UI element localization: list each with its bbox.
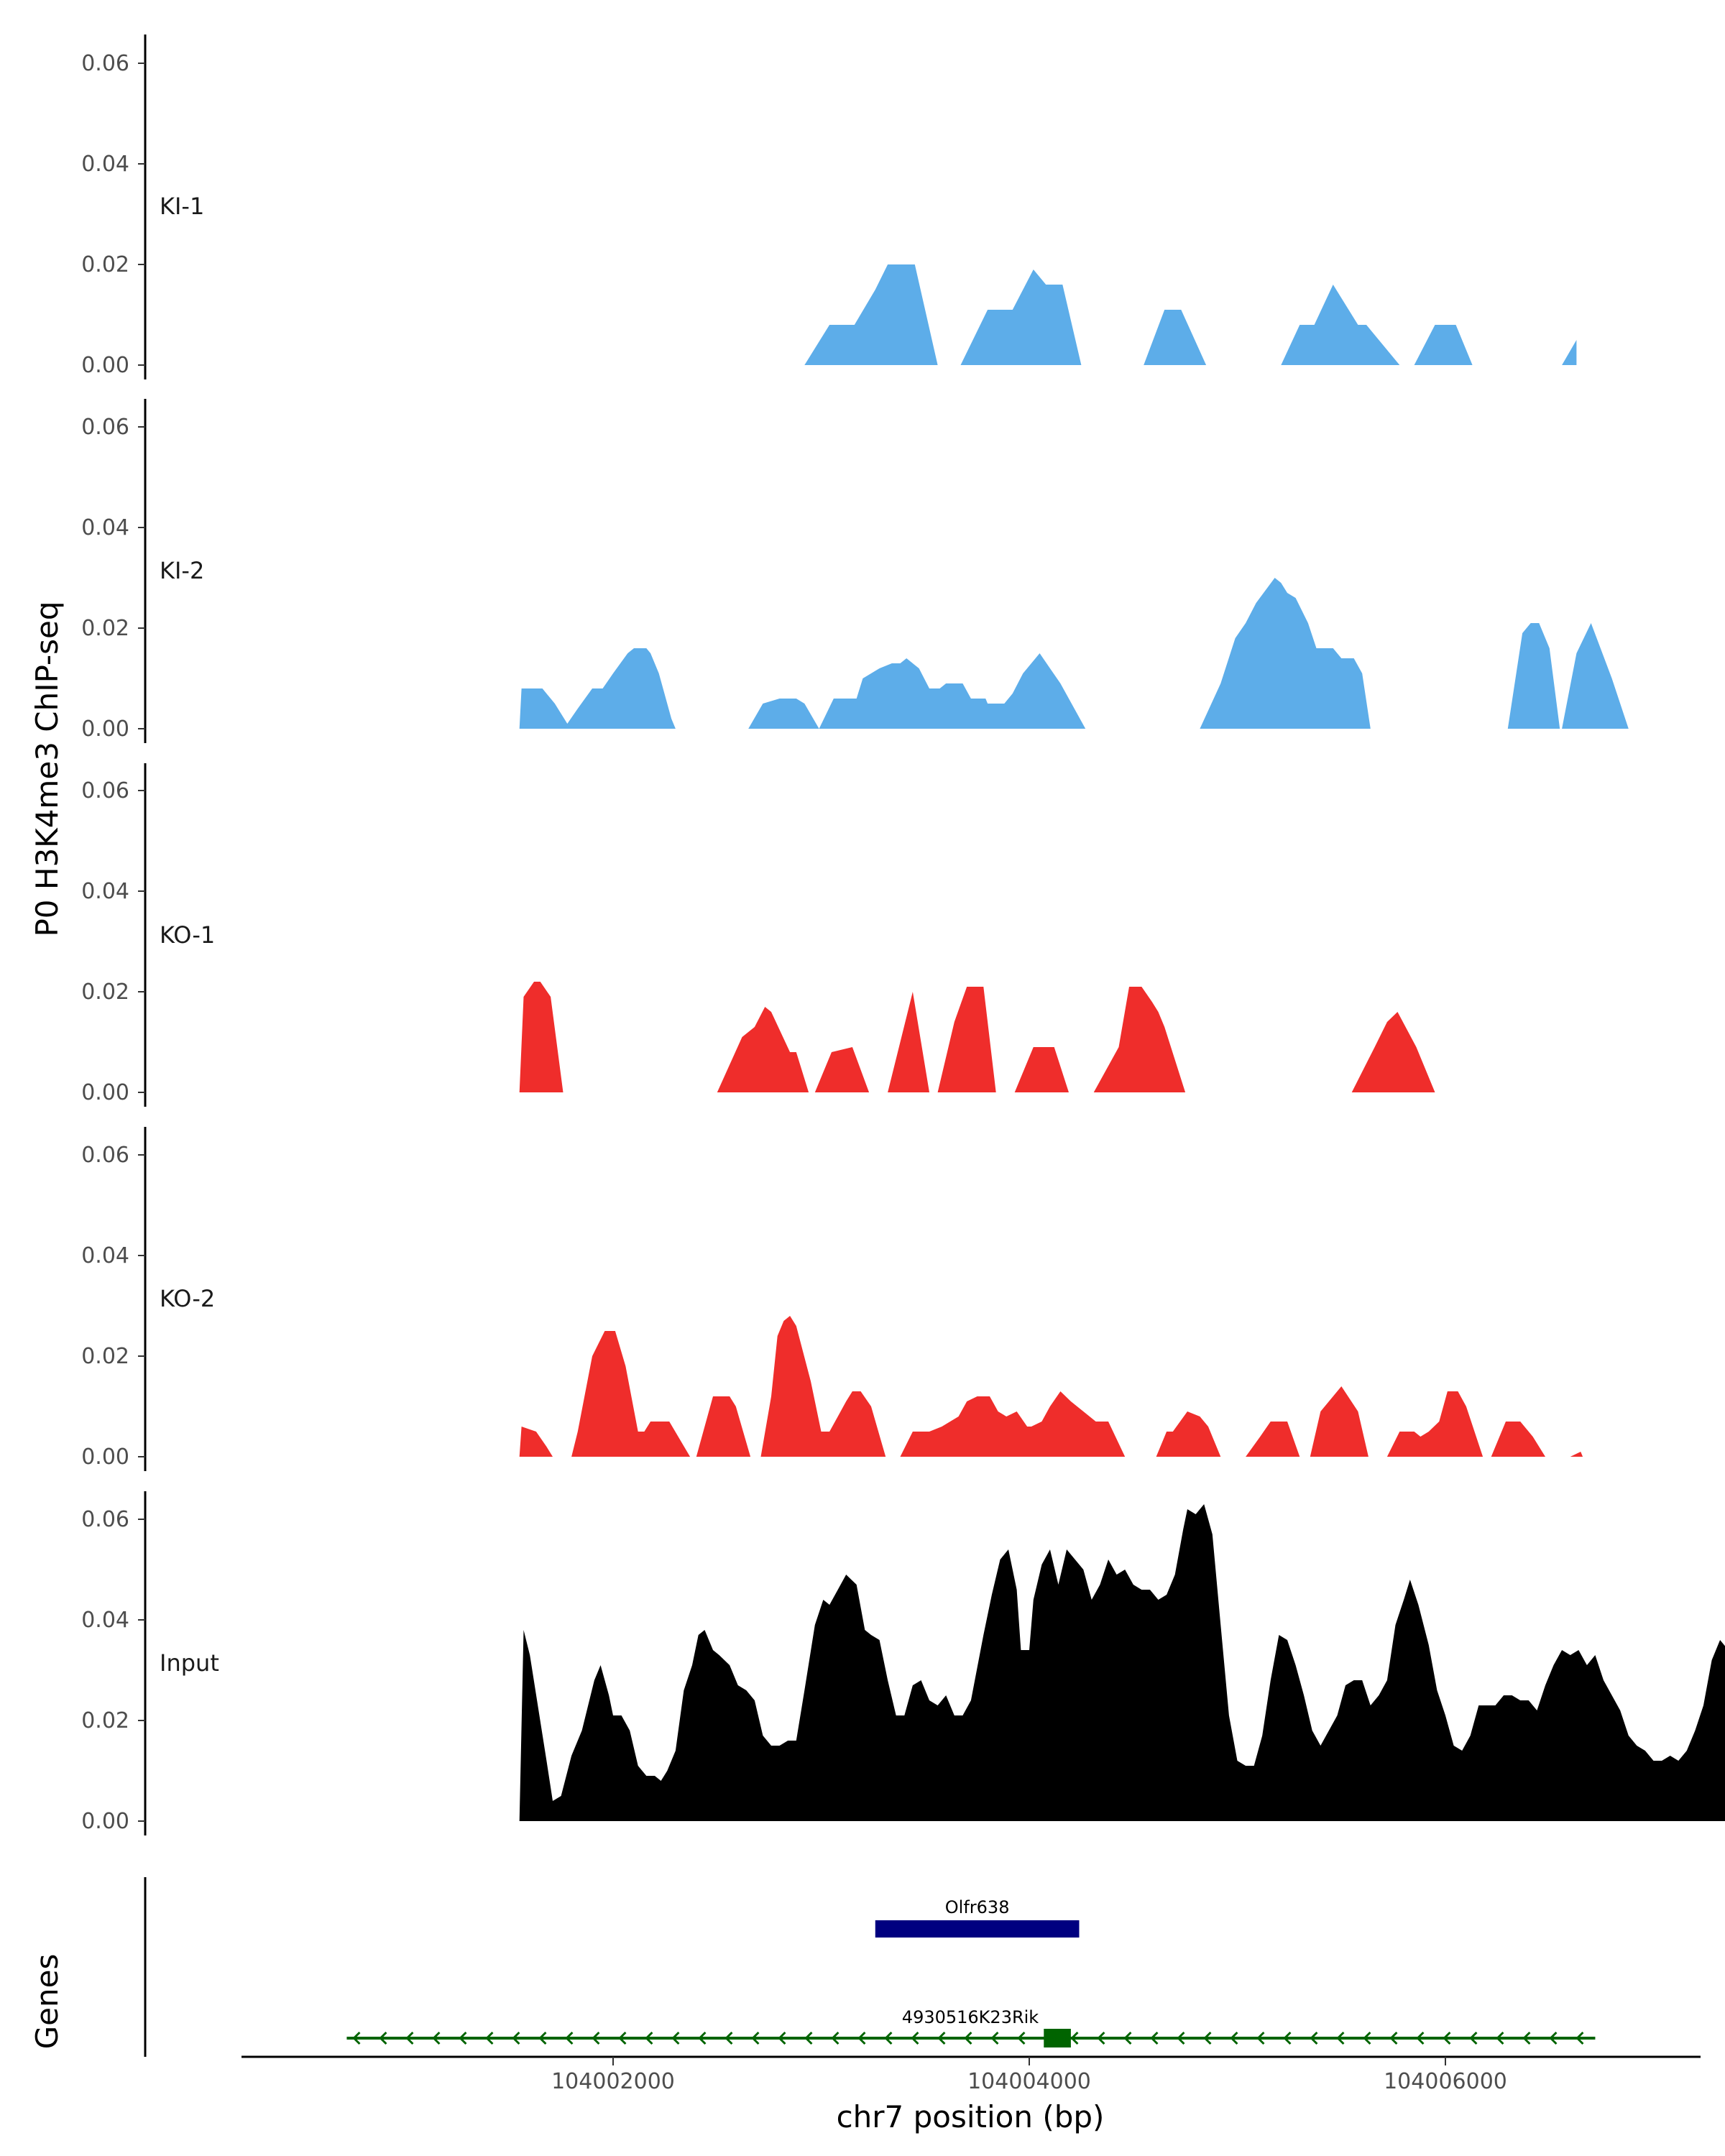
strand-arrow [352, 2031, 361, 2045]
x-tick-label: 104002000 [551, 2069, 675, 2094]
strand-arrow [1017, 2031, 1026, 2045]
y-tick-label: 0.02 [81, 1344, 129, 1369]
strand-arrow [1070, 2031, 1079, 2045]
genes-panel: 104002000 104004000 104006000 Olfr638 493051… [144, 1877, 1701, 2094]
y-tick-label: 0.04 [81, 1243, 129, 1268]
y-tick-label: 0.02 [81, 1708, 129, 1733]
strand-arrow [565, 2031, 574, 2045]
y-tick-label: 0.00 [81, 353, 129, 378]
track-label: KI-2 [160, 557, 204, 584]
y-tick-label: 0.02 [81, 616, 129, 641]
y-tick-label: 0.00 [81, 717, 129, 742]
track-ki-1: 0.00 0.02 0.04 0.06 KI-1 [81, 34, 1577, 379]
y-tick-label: 0.00 [81, 1080, 129, 1105]
genes-axis-title: Genes [29, 1954, 65, 2050]
gene-label: 4930516K23Rik [902, 2007, 1039, 2027]
strand-arrow [459, 2031, 467, 2045]
y-tick-label: 0.04 [81, 879, 129, 904]
strand-arrow [592, 2031, 600, 2045]
strand-arrow [645, 2031, 653, 2045]
strand-arrow [1283, 2031, 1292, 2045]
strand-arrow [937, 2031, 946, 2045]
y-tick-label: 0.06 [81, 1507, 129, 1532]
y-tick-label: 0.04 [81, 152, 129, 177]
strand-arrow [432, 2031, 441, 2045]
strand-arrow [1177, 2031, 1185, 2045]
strand-arrow [1203, 2031, 1212, 2045]
strand-arrow [485, 2031, 494, 2045]
strand-arrow [1097, 2031, 1105, 2045]
strand-arrow [1469, 2031, 1478, 2045]
strand-arrow [379, 2031, 387, 2045]
gene-label: Olfr638 [945, 1897, 1010, 1917]
strand-arrow [1336, 2031, 1345, 2045]
tracks-layer: 0.00 0.02 0.04 0.06 KI-1 0.00 0.02 0.04 0.06 KI-2… [81, 34, 1725, 1835]
y-axis-title: P0 H3K4me3 ChIP-seq [29, 601, 65, 936]
x-axis-title: chr7 position (bp) [837, 2099, 1105, 2134]
strand-arrow [831, 2031, 840, 2045]
coverage-area [519, 1504, 1725, 1821]
strand-arrow [1576, 2031, 1584, 2045]
gene-4930516k23rik-exon [1044, 2029, 1071, 2047]
strand-arrow [405, 2031, 414, 2045]
track-input: 0.00 0.02 0.04 0.06 Input [81, 1491, 1725, 1835]
track-label: KO-2 [160, 1285, 215, 1312]
strand-arrow [1150, 2031, 1159, 2045]
strand-arrow [751, 2031, 760, 2045]
coverage-area [804, 264, 1577, 365]
track-label: Input [160, 1649, 219, 1677]
track-ki-2: 0.00 0.02 0.04 0.06 KI-2 [81, 399, 1629, 743]
strand-arrow [1310, 2031, 1318, 2045]
strand-arrow [884, 2031, 893, 2045]
coverage-area [519, 578, 1629, 729]
strand-arrow [1522, 2031, 1531, 2045]
gene-olfr638-body [875, 1920, 1080, 1938]
strand-arrow [1443, 2031, 1451, 2045]
strand-arrow [724, 2031, 733, 2045]
strand-arrow [1123, 2031, 1132, 2045]
track-label: KI-1 [160, 193, 204, 220]
y-tick-label: 0.04 [81, 1608, 129, 1633]
strand-arrow [804, 2031, 813, 2045]
strand-arrow [1496, 2031, 1504, 2045]
coverage-area [519, 982, 1435, 1092]
track-label: KO-1 [160, 921, 215, 949]
y-tick-label: 0.04 [81, 515, 129, 540]
strand-arrow [512, 2031, 520, 2045]
strand-arrow [618, 2031, 627, 2045]
y-tick-label: 0.06 [81, 778, 129, 803]
strand-arrow [671, 2031, 680, 2045]
strand-arrow [1389, 2031, 1398, 2045]
strand-arrow [698, 2031, 707, 2045]
strand-arrow [1549, 2031, 1558, 2045]
strand-arrow [1256, 2031, 1265, 2045]
y-tick-label: 0.00 [81, 1445, 129, 1470]
genes-layer: 104002000 104004000 104006000 Olfr638 493051… [144, 1877, 1701, 2094]
strand-arrow [911, 2031, 919, 2045]
track-ko-1: 0.00 0.02 0.04 0.06 KO-1 [81, 763, 1435, 1107]
coverage-area [519, 1316, 1583, 1457]
strand-arrow [1363, 2031, 1371, 2045]
strand-arrow [1230, 2031, 1238, 2045]
strand-arrow [857, 2031, 866, 2045]
strand-arrow [1416, 2031, 1425, 2045]
y-tick-label: 0.02 [81, 980, 129, 1005]
strand-arrow [990, 2031, 999, 2045]
y-tick-label: 0.06 [81, 415, 129, 440]
strand-arrow [538, 2031, 547, 2045]
y-tick-label: 0.06 [81, 51, 129, 76]
y-tick-label: 0.06 [81, 1143, 129, 1168]
strand-arrow [778, 2031, 786, 2045]
strand-arrow [964, 2031, 972, 2045]
x-tick-label: 104004000 [967, 2069, 1091, 2094]
x-tick-label: 104006000 [1384, 2069, 1507, 2094]
y-tick-label: 0.02 [81, 252, 129, 277]
y-tick-label: 0.00 [81, 1809, 129, 1834]
track-ko-2: 0.00 0.02 0.04 0.06 KO-2 [81, 1127, 1583, 1471]
